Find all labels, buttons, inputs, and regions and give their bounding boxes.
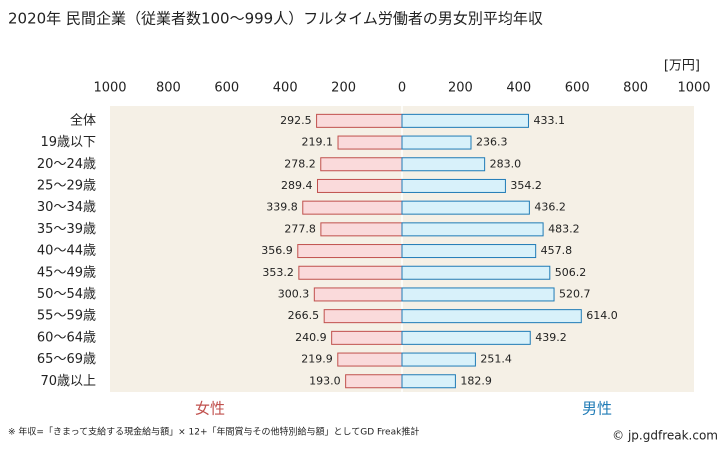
bar	[401, 287, 555, 302]
value-label: 278.2	[284, 157, 316, 170]
x-tick-label: 400	[273, 81, 298, 96]
bar	[331, 330, 403, 345]
bar	[316, 113, 403, 128]
value-label: 520.7	[559, 287, 591, 300]
value-label: 219.1	[302, 136, 334, 149]
bar	[401, 244, 537, 259]
footnote: ※ 年収=「きまって支給する現金給与額」× 12+「年間賞与その他特別給与額」と…	[8, 426, 419, 438]
value-label: 457.8	[541, 244, 573, 257]
x-tick-label: 600	[565, 81, 590, 96]
value-label: 219.9	[301, 353, 333, 366]
value-label: 240.9	[295, 331, 327, 344]
y-tick-label: 35～39歳	[37, 222, 96, 237]
y-tick-label: 20～24歳	[37, 157, 96, 172]
y-tick-label: 45～49歳	[37, 265, 96, 280]
legend-label: 女性	[195, 400, 225, 418]
x-tick-label: 400	[506, 81, 531, 96]
y-tick-label: 70歳以上	[40, 374, 96, 389]
bar	[401, 374, 456, 389]
bar	[401, 330, 531, 345]
value-label: 483.2	[548, 222, 580, 235]
bar	[320, 222, 403, 237]
value-label: 292.5	[280, 114, 312, 127]
credit: © jp.gdfreak.com	[612, 429, 718, 443]
bar	[401, 178, 506, 193]
bar	[401, 222, 544, 237]
bar	[298, 265, 403, 280]
y-tick-label: 60～64歳	[37, 330, 96, 345]
value-label: 182.9	[460, 374, 492, 387]
bar	[297, 244, 403, 259]
chart-title: 2020年 民間企業（従業者数100～999人）フルタイム労働者の男女別平均年収	[8, 10, 543, 28]
value-label: 436.2	[534, 201, 566, 214]
value-label: 277.8	[284, 222, 316, 235]
bar	[401, 352, 476, 367]
bar	[313, 287, 403, 302]
bar	[401, 113, 529, 128]
bar	[323, 309, 403, 324]
x-tick-label: 200	[448, 81, 473, 96]
x-tick-label: 1000	[677, 81, 710, 96]
unit-label: [万円]	[664, 59, 700, 74]
value-label: 354.2	[510, 179, 542, 192]
value-label: 339.8	[266, 201, 298, 214]
y-tick-label: 30～34歳	[37, 200, 96, 215]
value-label: 193.0	[309, 374, 341, 387]
x-tick-label: 800	[156, 81, 181, 96]
value-label: 614.0	[586, 309, 618, 322]
value-label: 266.5	[288, 309, 320, 322]
bar	[302, 200, 403, 215]
y-tick-label: 50～54歳	[37, 287, 96, 302]
value-label: 356.9	[261, 244, 293, 257]
bar	[345, 374, 403, 389]
x-tick-label: 600	[214, 81, 239, 96]
value-label: 353.2	[262, 266, 294, 279]
y-tick-label: 55～59歳	[37, 309, 96, 324]
bar	[401, 135, 472, 150]
x-tick-label: 1000	[93, 81, 126, 96]
value-label: 300.3	[278, 287, 310, 300]
bar	[316, 178, 403, 193]
x-tick-label: 0	[398, 81, 406, 96]
y-tick-label: 25～29歳	[37, 178, 96, 193]
x-tick-label: 800	[623, 81, 648, 96]
y-tick-label: 19歳以下	[40, 135, 96, 150]
bar	[337, 135, 403, 150]
value-label: 506.2	[555, 266, 587, 279]
bar	[320, 157, 403, 172]
bar	[401, 309, 582, 324]
value-label: 289.4	[281, 179, 313, 192]
bar	[401, 265, 551, 280]
value-label: 283.0	[490, 157, 522, 170]
value-label: 236.3	[476, 136, 508, 149]
y-tick-label: 40～44歳	[37, 244, 96, 259]
bar	[401, 157, 486, 172]
x-tick-label: 200	[331, 81, 356, 96]
value-label: 439.2	[535, 331, 567, 344]
y-tick-label: 65～69歳	[37, 352, 96, 367]
value-label: 433.1	[533, 114, 565, 127]
legend-label: 男性	[582, 400, 612, 418]
bar	[401, 200, 530, 215]
bar	[337, 352, 403, 367]
value-label: 251.4	[480, 353, 512, 366]
y-tick-label: 全体	[70, 112, 96, 128]
